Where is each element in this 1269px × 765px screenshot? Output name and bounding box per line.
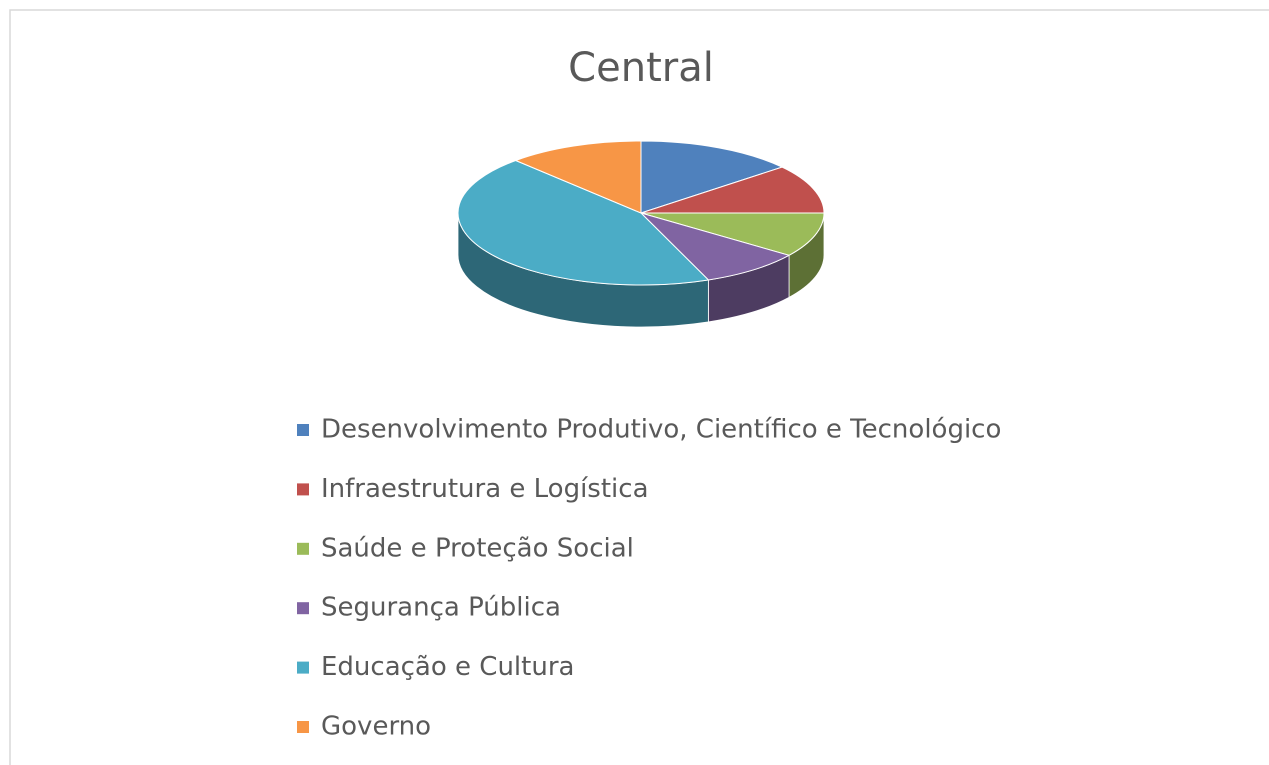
legend-label: Segurança Pública [321, 593, 561, 623]
legend-swatch [297, 661, 309, 674]
legend-label: Desenvolvimento Produtivo, Científico e … [321, 415, 1001, 445]
legend-swatch [297, 602, 309, 615]
legend-label: Infraestrutura e Logística [321, 474, 649, 504]
chart-title: Central [568, 45, 714, 91]
legend-swatch [297, 483, 309, 496]
chart-frame [9, 9, 1269, 765]
legend-label: Governo [321, 712, 431, 742]
legend-swatch [297, 424, 309, 436]
legend-swatch [297, 542, 309, 555]
slice [640, 140, 784, 214]
slice [640, 212, 825, 256]
slice [640, 166, 825, 214]
slice [640, 212, 791, 281]
legend-swatch [297, 721, 309, 733]
slice [514, 140, 642, 214]
legend-label: Educação e Cultura [321, 652, 574, 682]
legend-label: Saúde e Proteção Social [321, 533, 634, 563]
slice [457, 159, 710, 286]
